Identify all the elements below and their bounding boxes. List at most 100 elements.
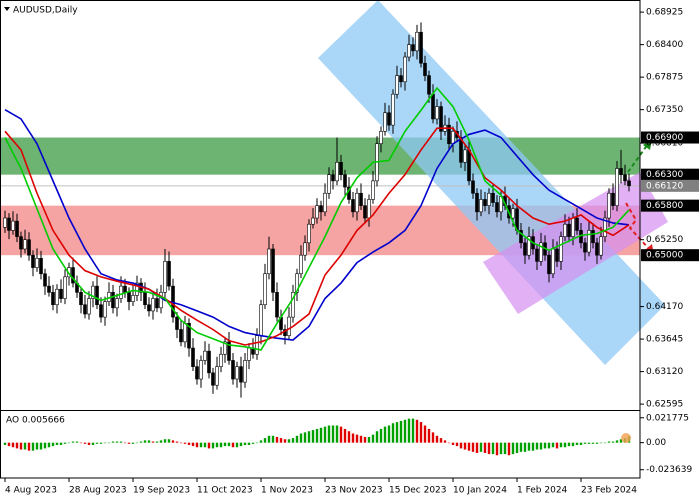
candle-body — [495, 202, 499, 213]
candle-body — [103, 301, 107, 318]
ao-bar — [551, 442, 555, 448]
ao-bar — [167, 439, 171, 443]
ao-bar — [223, 442, 227, 447]
candle-body — [551, 248, 555, 275]
candle-body — [599, 236, 603, 256]
ao-bar — [243, 442, 247, 445]
moving-average — [4, 86, 630, 351]
ao-bar — [419, 422, 423, 443]
candle-body — [451, 131, 455, 145]
ao-bar — [343, 428, 347, 443]
candle-body — [151, 298, 155, 312]
candle-body — [319, 205, 323, 213]
candle-body — [567, 223, 571, 237]
ao-bar — [31, 442, 35, 451]
ao-bar — [615, 440, 619, 443]
candle-body — [203, 350, 207, 361]
candle-body — [383, 112, 387, 132]
candle-body — [143, 292, 147, 306]
ao-bar — [431, 432, 435, 443]
ao-bar — [355, 434, 359, 443]
candle-body — [539, 242, 543, 262]
moving-average — [4, 127, 630, 346]
ao-bar — [459, 442, 463, 449]
candle-body — [547, 254, 551, 275]
ao-bar — [387, 425, 391, 443]
ao-bar — [75, 441, 79, 443]
candle-body — [123, 285, 127, 293]
ao-bar — [563, 442, 567, 448]
candle-body — [15, 220, 19, 237]
candle-body — [331, 174, 335, 182]
candle-body — [31, 254, 35, 268]
candle-body — [379, 131, 383, 145]
ao-bar — [411, 418, 415, 443]
ao-bar — [591, 442, 595, 444]
ao-bar — [67, 442, 71, 444]
candle-body — [91, 285, 95, 299]
ao-bar — [111, 441, 115, 443]
y-tick-label: 0.021775 — [646, 413, 689, 423]
ao-bar — [255, 442, 259, 444]
ao-bar — [235, 442, 239, 448]
candle-body — [239, 366, 243, 383]
ao-bar — [23, 442, 27, 450]
candle-body — [483, 199, 487, 206]
candle-body — [115, 298, 119, 309]
candle-body — [307, 223, 311, 244]
candle-body — [271, 248, 275, 293]
ao-bar — [435, 435, 439, 443]
ao-bar — [279, 438, 283, 443]
candle-body — [35, 257, 39, 268]
candle-body — [167, 261, 171, 287]
ao-bar — [471, 442, 475, 452]
ao-bar — [203, 442, 207, 448]
ao-bar — [607, 441, 611, 443]
candle-body — [303, 242, 307, 256]
candle-body — [323, 192, 327, 213]
moving-average — [4, 108, 630, 341]
ao-bar — [559, 442, 563, 448]
ao-bar — [191, 442, 195, 447]
y-tick-label: 0.68400 — [646, 40, 683, 50]
candle-body — [407, 44, 411, 58]
level-box-label: 0.66300 — [646, 170, 683, 180]
ao-bar — [275, 436, 279, 443]
candle-body — [475, 192, 479, 213]
y-tick-label: 0.67350 — [646, 105, 683, 115]
ao-bar — [267, 435, 271, 443]
ao-bar — [107, 442, 111, 444]
ao-bar — [543, 442, 547, 449]
candle-body — [131, 295, 135, 302]
candle-body — [55, 288, 59, 306]
ao-bar — [83, 442, 87, 444]
ao-bar — [19, 442, 23, 450]
candle-body — [467, 149, 471, 182]
candle-body — [415, 31, 419, 52]
ao-bar — [115, 441, 119, 443]
ao-bar — [347, 431, 351, 443]
candle-body — [535, 248, 539, 262]
ao-bar — [263, 438, 267, 443]
ao-bar — [139, 441, 143, 443]
candle-body — [227, 341, 231, 361]
ao-bar — [171, 440, 175, 443]
ao-bar — [359, 435, 363, 443]
candle-body — [135, 282, 139, 296]
candle-body — [43, 273, 47, 287]
candle-body — [87, 298, 91, 315]
chart-title: AUDUSD,Daily — [13, 6, 78, 16]
ao-bar — [447, 442, 451, 444]
ao-bar — [483, 442, 487, 453]
candle-body — [3, 217, 7, 228]
candle-body — [287, 316, 291, 336]
x-tick-label: 23 Nov 2023 — [325, 486, 383, 496]
ao-bar — [339, 426, 343, 443]
ao-bar — [207, 442, 211, 449]
ao-bar — [291, 438, 295, 443]
ao-bar — [199, 442, 203, 448]
arrow-up — [627, 143, 649, 173]
ao-bar — [127, 442, 131, 444]
candle-body — [523, 242, 527, 256]
candle-body — [587, 230, 591, 253]
